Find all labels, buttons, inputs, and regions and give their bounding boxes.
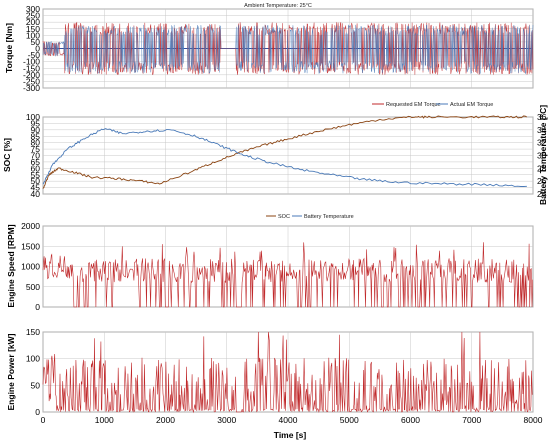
engine-speed-y-axis-label: Engine Speed [RPM] [6, 224, 16, 307]
y-tick-label: -250 [23, 76, 40, 86]
soc-series [42, 115, 528, 189]
x-tick-label: 0 [41, 415, 46, 425]
y-tick-label: 50 [31, 176, 41, 186]
y-tick-label: 0 [35, 302, 40, 312]
time-x-axis-label: Time [s] [274, 430, 307, 440]
soc-line [42, 115, 528, 189]
battery-temperature-line [42, 128, 527, 187]
engine-power-line [42, 331, 533, 414]
y-tick-label: 100 [26, 112, 40, 122]
requested-em-torque-line [42, 21, 534, 75]
engine-speed-series [42, 242, 533, 308]
y-tick-label: 30 [537, 151, 547, 161]
y-tick-label: 85 [31, 131, 41, 141]
actual-em-torque-line [42, 24, 534, 75]
y-tick-label: 150 [26, 327, 40, 337]
y-tick-label: 65 [31, 157, 41, 167]
y-tick-label: 2000 [21, 221, 40, 231]
torque-series [42, 21, 534, 75]
y-tick-label: 0 [35, 44, 40, 54]
torque-panel: Ambient Temperature: 25°C 30025020015010… [4, 3, 534, 108]
y-tick-label: -100 [23, 57, 40, 67]
engine-power-y-axis-label: Engine Power [kW] [6, 333, 16, 410]
legend-battery-temp-label: Battery Temperature [304, 214, 354, 220]
y-tick-label: 24 [537, 189, 547, 199]
battery-temp-y-axis-label: Battery Temperature [°C] [538, 105, 548, 205]
y-tick-label: 200 [26, 17, 40, 27]
y-tick-label: 40 [31, 189, 41, 199]
y-tick-label: 50 [31, 37, 41, 47]
y-tick-label: 1000 [21, 262, 40, 272]
y-tick-label: 36 [537, 112, 547, 122]
engine-power-series [42, 331, 533, 414]
y-tick-label: -200 [23, 70, 40, 80]
y-tick-label: 70 [31, 151, 41, 161]
x-tick-label: 8000 [524, 415, 543, 425]
y-tick-label: 34 [537, 125, 547, 135]
y-tick-label: 300 [26, 4, 40, 14]
y-tick-label: -150 [23, 63, 40, 73]
y-tick-label: 28 [537, 163, 547, 173]
y-tick-label: 32 [537, 138, 547, 148]
y-tick-label: 95 [31, 118, 41, 128]
y-tick-label: 50 [31, 380, 41, 390]
engine-speed-panel: 2000 1500 1000 500 0 Engine Speed [RPM] [6, 221, 534, 312]
soc-legend: SOC Battery Temperature [266, 214, 354, 220]
x-tick-label: 3000 [217, 415, 236, 425]
torque-legend: Requested EM Torque Actual EM Torque [372, 102, 493, 108]
engine-power-panel: 150 100 50 0 0 1000 2000 3000 4000 5000 6000 7000 8… [6, 327, 543, 440]
engine-speed-line [42, 242, 533, 308]
y-tick-label: 0 [35, 407, 40, 417]
y-tick-label: -300 [23, 83, 40, 93]
y-tick-label: 75 [31, 144, 41, 154]
y-tick-label: 45 [31, 183, 41, 193]
y-tick-label: 80 [31, 138, 41, 148]
soc-grid [42, 116, 534, 195]
legend-actual-label: Actual EM Torque [450, 102, 493, 108]
torque-y-ticks: 300250200150100500-50-100-150-200-250-30… [23, 4, 40, 93]
y-tick-label: 100 [26, 30, 40, 40]
y-tick-label: 55 [31, 170, 41, 180]
x-tick-label: 6000 [401, 415, 420, 425]
y-tick-label: -50 [28, 50, 41, 60]
legend-requested-label: Requested EM Torque [386, 102, 441, 108]
y-tick-label: 250 [26, 11, 40, 21]
y-tick-label: 26 [537, 176, 547, 186]
y-tick-label: 100 [26, 354, 40, 364]
y-tick-label: 90 [31, 125, 41, 135]
soc-y-axis-label: SOC [%] [2, 138, 12, 172]
engine-power-x-ticks: 0 1000 2000 3000 4000 5000 6000 7000 8000 [41, 415, 543, 425]
x-tick-label: 2000 [156, 415, 175, 425]
y-tick-label: 60 [31, 163, 41, 173]
x-tick-label: 1000 [95, 415, 114, 425]
torque-y-axis-label: Torque [Nm] [4, 23, 14, 73]
x-tick-label: 5000 [340, 415, 359, 425]
y-tick-label: 150 [26, 24, 40, 34]
y-tick-label: 1500 [21, 241, 40, 251]
soc-y-ticks-right: 36 34 32 30 28 26 24 [537, 112, 547, 199]
torque-chart-title: Ambient Temperature: 25°C [244, 3, 312, 9]
x-tick-label: 4000 [279, 415, 298, 425]
x-tick-label: 7000 [462, 415, 481, 425]
legend-soc-label: SOC [278, 214, 290, 220]
engine-speed-y-ticks: 2000 1500 1000 500 0 [21, 221, 40, 312]
engine-power-y-ticks: 150 100 50 0 [26, 327, 40, 417]
y-tick-label: 500 [26, 282, 40, 292]
